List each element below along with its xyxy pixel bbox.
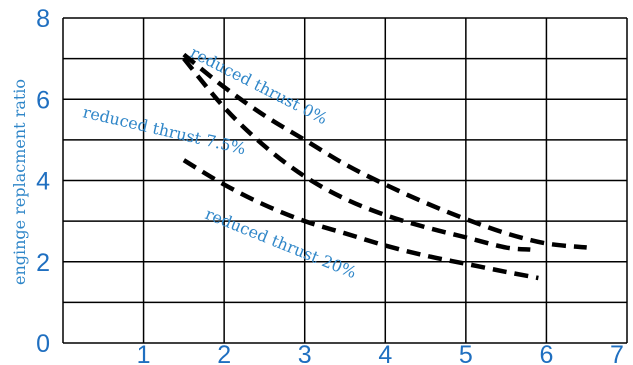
y-tick-label: 6 xyxy=(36,86,50,114)
series-label-1: reduced thrust 7.5% xyxy=(81,102,247,158)
series-label-2: reduced thrust 20% xyxy=(203,204,360,282)
series-lines xyxy=(182,52,587,281)
x-tick-labels: 1 2 3 4 5 6 7 xyxy=(137,341,624,365)
y-tick-labels: 0 2 4 6 8 xyxy=(36,5,50,358)
x-tick-label: 6 xyxy=(539,341,553,365)
series-labels: reduced thrust 0% reduced thrust 7.5% re… xyxy=(81,43,359,283)
x-tick-label: 5 xyxy=(459,341,473,365)
series-line-0 xyxy=(182,52,587,250)
y-tick-label: 2 xyxy=(36,249,50,277)
series-label-0: reduced thrust 0% xyxy=(187,43,330,129)
y-tick-label: 8 xyxy=(36,5,50,33)
y-tick-label: 4 xyxy=(36,168,50,196)
grid xyxy=(62,17,628,344)
y-tick-label: 0 xyxy=(36,330,50,358)
x-tick-label: 1 xyxy=(137,341,151,365)
x-tick-label: 3 xyxy=(298,341,312,365)
series-line-2 xyxy=(182,158,539,281)
x-tick-label: 4 xyxy=(378,341,392,365)
x-tick-label: 2 xyxy=(217,341,231,365)
y-axis-label: enginge replacment ratio xyxy=(10,79,29,285)
x-tick-label: 7 xyxy=(610,341,624,365)
series-line-1 xyxy=(182,57,531,252)
